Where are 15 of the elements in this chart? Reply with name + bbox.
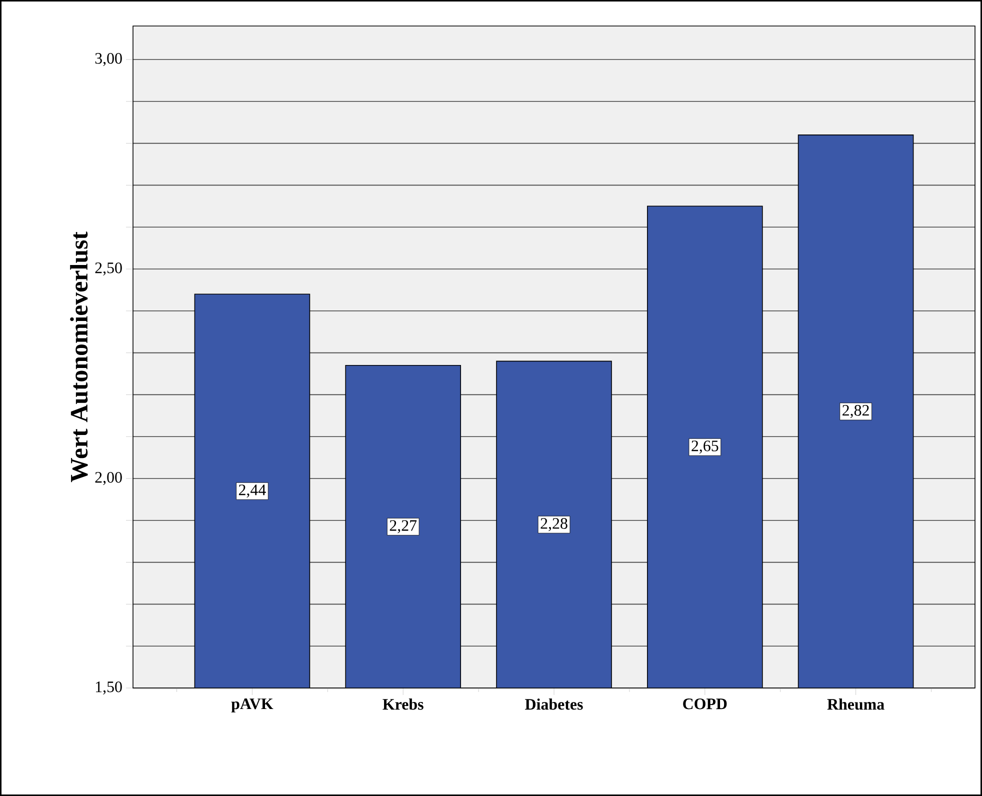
x-tick-label: pAVK bbox=[231, 698, 274, 712]
data-label: 2,65 bbox=[692, 440, 718, 454]
y-tick-label: 2,50 bbox=[95, 262, 122, 276]
y-tick-label: 2,00 bbox=[95, 472, 122, 486]
x-tick-label: Krebs bbox=[382, 698, 424, 710]
y-tick-label: 3,00 bbox=[95, 52, 122, 66]
data-label: 2,28 bbox=[540, 518, 568, 532]
x-tick-label: Rheuma bbox=[827, 698, 884, 710]
x-tick-label: COPD bbox=[683, 698, 727, 710]
data-label: 2,82 bbox=[842, 404, 869, 418]
y-axis-title: Wert Autonomieverlust bbox=[70, 232, 88, 482]
x-tick-label: Diabetes bbox=[525, 698, 583, 710]
y-tick-label: 1,50 bbox=[96, 681, 122, 695]
data-label: 2,44 bbox=[238, 484, 266, 498]
data-label: 2,27 bbox=[390, 520, 417, 534]
